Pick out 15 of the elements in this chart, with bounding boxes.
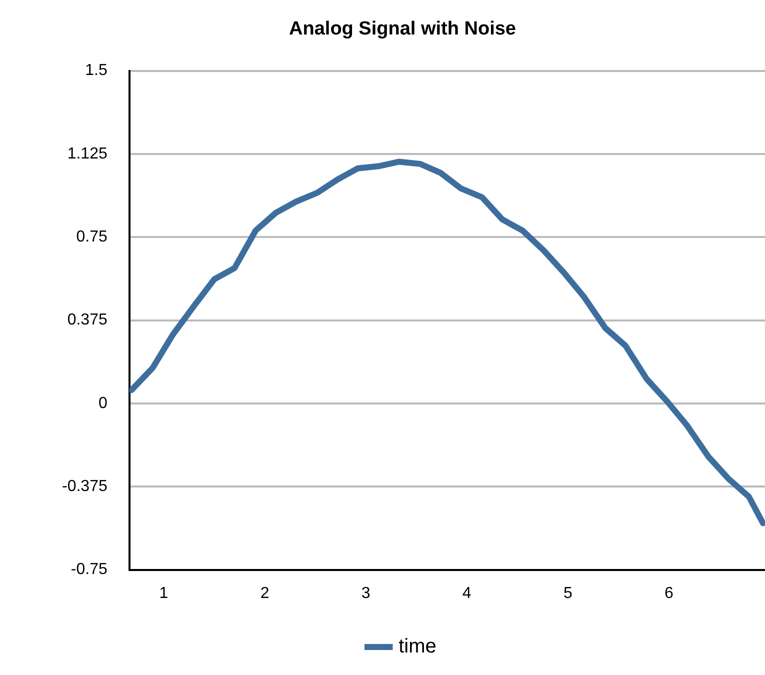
chart-title: Analog Signal with Noise	[289, 18, 516, 40]
x-tick-label: 4	[462, 584, 472, 602]
y-tick-label: -0.375	[62, 478, 108, 496]
y-tick-label: 0	[98, 394, 108, 412]
x-tick-label: 3	[361, 584, 370, 602]
x-tick-label: 1	[159, 584, 168, 602]
legend-label: time	[398, 636, 436, 658]
y-tick-label: 0.375	[67, 312, 108, 329]
x-tick-label: 2	[260, 584, 270, 602]
x-tick-label: 6	[664, 584, 674, 602]
y-tick-label: 0.75	[76, 228, 108, 246]
y-tick-label: 1.5	[85, 62, 108, 80]
x-tick-label: 5	[563, 584, 572, 602]
y-tick-label: -0.75	[70, 561, 108, 578]
y-tick-label: 1.125	[67, 145, 108, 162]
